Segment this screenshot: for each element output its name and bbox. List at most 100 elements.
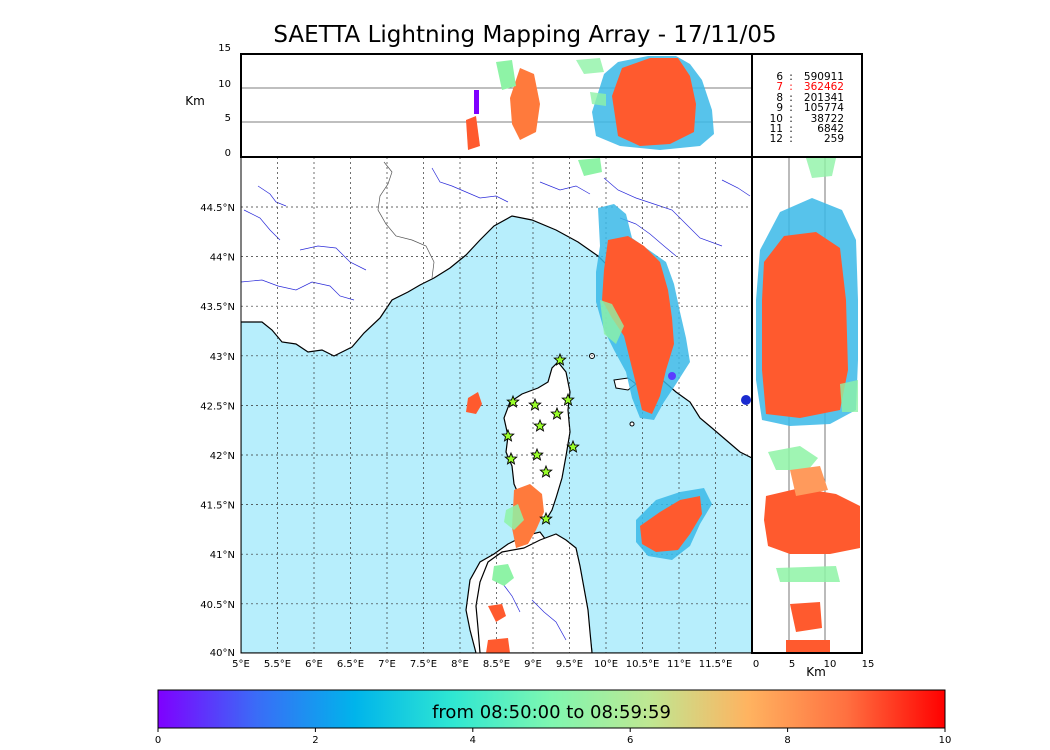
legend-row: 9:105774 (760, 102, 852, 115)
legend-value: 201341 (803, 91, 844, 104)
legend-row: 11: 6842 (760, 123, 852, 136)
altitude-tick-label: 10 (218, 79, 231, 90)
legend-key: 7 (776, 81, 783, 94)
side-outlier-point (741, 395, 751, 405)
colorbar-label: from 08:50:00 to 08:59:59 (432, 702, 671, 723)
legend-key: 10 (769, 112, 783, 125)
side-cluster-main-green (806, 158, 858, 412)
side-axis-label: Km (806, 665, 826, 679)
country-border (377, 161, 435, 279)
station-star-icon (539, 464, 553, 478)
legend-row: 6:590911 (760, 71, 852, 83)
legend-key: 12 (769, 133, 783, 146)
side-cluster-south-orange (790, 466, 828, 496)
legend-value: 105774 (803, 102, 844, 115)
legend-separator: : (789, 112, 793, 125)
lon-tick-label: 11°E (667, 659, 691, 670)
lightning-cluster-coast-green (600, 300, 624, 344)
lon-tick-label: 10.5°E (626, 659, 660, 670)
lightning-spot-purple (668, 372, 676, 380)
lon-tick-label: 6.5°E (337, 659, 364, 670)
legend-separator: : (789, 71, 793, 83)
lon-tick-label: 8°E (451, 659, 469, 670)
side-cluster-south-green (768, 446, 840, 582)
colorbar-tick-label: 6 (627, 735, 633, 746)
side-panel-frame (751, 156, 863, 654)
station-star-icon (553, 352, 567, 366)
legend-separator: : (789, 102, 793, 115)
side-tick-label: 10 (824, 659, 837, 670)
legend-row: 7:362462 (760, 81, 852, 94)
legend-row: 12: 259 (760, 133, 852, 146)
altitude-tick-label: 0 (225, 148, 231, 159)
map-tick-labels: 5°E 5.5°E 6°E 6.5°E 7°E 7.5°E 8°E 8.5°E 9°E 9.5°E… (200, 203, 732, 670)
side-cluster-bottom (786, 602, 830, 653)
lightning-cluster-corsica (512, 484, 544, 548)
lon-tick-label: 7°E (378, 659, 396, 670)
lat-tick-label: 44.5°N (200, 203, 235, 214)
altitude-tick-labels: 15 10 5 0 (218, 43, 231, 159)
lightning-cluster-north (578, 158, 602, 176)
lon-tick-label: 5°E (232, 659, 250, 670)
side-tick-label: 0 (753, 659, 759, 670)
side-cluster-south (764, 488, 860, 554)
legend-value: 259 (823, 133, 844, 146)
lon-tick-label: 5.5°E (264, 659, 291, 670)
lightning-cluster-southeast-core (640, 496, 702, 552)
lon-tick-label: 6°E (305, 659, 323, 670)
lat-tick-label: 43°N (210, 352, 235, 363)
altitude-cluster-mid (510, 68, 540, 140)
lat-tick-label: 41.5°N (200, 501, 235, 512)
station-star-icon (504, 451, 518, 465)
altitude-cluster-main-core (612, 58, 696, 146)
legend-value: 38722 (810, 112, 844, 125)
legend-value: 362462 (803, 81, 844, 94)
sardinia-island (475, 533, 593, 653)
lon-tick-label: 8.5°E (483, 659, 510, 670)
colorbar-tick-label: 4 (470, 735, 476, 746)
legend-key: 8 (776, 91, 783, 104)
side-tick-labels: 0 5 10 15 (753, 659, 875, 670)
altitude-longitude-panel: Km 15 10 5 0 (185, 43, 753, 159)
colorbar-tick-label: 0 (155, 735, 161, 746)
lat-tick-label: 41°N (210, 550, 235, 561)
side-tick-label: 5 (789, 659, 795, 670)
lightning-cluster-west (466, 392, 482, 414)
lightning-cluster-sardinia-south (486, 604, 510, 653)
legend-separator: : (789, 91, 793, 104)
altitude-cluster-main-green (576, 58, 606, 106)
flash-count-legend: 6:590911 7:362462 8:201341 9:105774 10:38722… (760, 72, 852, 145)
legend-row: 8:201341 (760, 91, 852, 104)
legend-box (751, 53, 863, 158)
lon-tick-label: 7.5°E (410, 659, 437, 670)
legend-separator: : (789, 133, 793, 146)
station-star-icon (550, 406, 564, 420)
altitude-axis-label: Km (185, 94, 205, 108)
altitude-cluster-west (466, 116, 480, 150)
colorbar-tick-label: 10 (939, 735, 952, 746)
lightning-cluster-coast-core (602, 236, 674, 414)
colorbar-tick-labels: 0 2 4 6 8 10 (155, 728, 952, 746)
altitude-latitude-panel: Km 0 5 10 15 (741, 156, 875, 679)
station-star-icon (566, 439, 580, 453)
colorbar-tick-label: 2 (312, 735, 318, 746)
lon-tick-label: 9.5°E (556, 659, 583, 670)
legend-separator: : (789, 123, 793, 136)
lon-tick-label: 9°E (524, 659, 542, 670)
station-star-icon (506, 394, 520, 408)
lon-tick-label: 11.5°E (699, 659, 733, 670)
altitude-cluster-mid-green (496, 60, 516, 90)
lat-tick-label: 40°N (210, 648, 235, 659)
lightning-activity (466, 158, 712, 653)
legend-key: 9 (776, 102, 783, 115)
lat-tick-label: 44°N (210, 253, 235, 264)
lightning-cluster-sardinia (492, 564, 514, 586)
altitude-tick-label: 15 (218, 43, 231, 54)
station-star-icon (539, 511, 553, 525)
station-star-icon (501, 428, 515, 442)
lma-stations (501, 352, 580, 525)
legend-key: 11 (769, 123, 783, 136)
legend-value: 590911 (803, 71, 844, 83)
altitude-cluster-purple (474, 90, 479, 114)
legend-key: 6 (776, 71, 783, 83)
